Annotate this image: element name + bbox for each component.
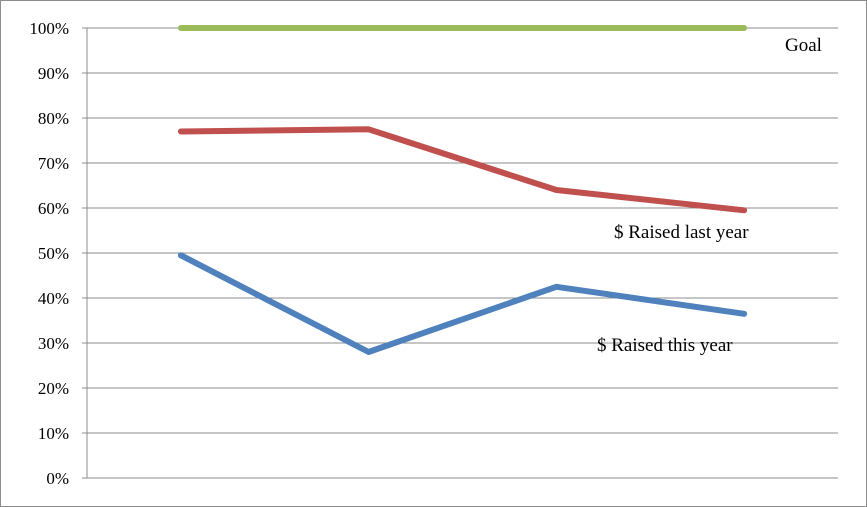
series-line-last-year xyxy=(177,126,748,214)
y-tick-label: 70% xyxy=(38,154,69,173)
y-tick-label: 40% xyxy=(38,289,69,308)
series-lines xyxy=(177,25,748,355)
series-line-this-year xyxy=(177,252,748,355)
gridlines xyxy=(82,27,838,479)
y-tick-label: 20% xyxy=(38,379,69,398)
y-tick-label: 100% xyxy=(29,19,69,38)
y-tick-label: 60% xyxy=(38,199,69,218)
series-labels: Goal $ Raised last year $ Raised this ye… xyxy=(597,35,822,356)
axes xyxy=(86,28,838,479)
y-tick-label: 90% xyxy=(38,64,69,83)
y-tick-label: 10% xyxy=(38,424,69,443)
y-tick-label: 50% xyxy=(38,244,69,263)
series-label-last-year: $ Raised last year xyxy=(614,222,749,243)
series-label-this-year: $ Raised this year xyxy=(597,335,733,356)
y-tick-label: 80% xyxy=(38,109,69,128)
y-tick-label: 30% xyxy=(38,334,69,353)
series-label-goal: Goal xyxy=(785,35,822,56)
y-tick-labels: 0% 10% 20% 30% 40% 50% 60% 70% 80% 90% 100% xyxy=(29,19,69,488)
y-tick-label: 0% xyxy=(46,469,69,488)
